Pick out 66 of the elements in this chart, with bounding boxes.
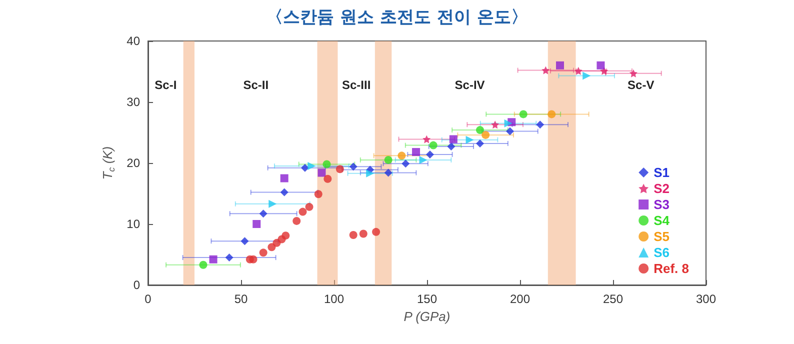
point (240, 237, 249, 246)
annotation: Sc-II (243, 78, 269, 92)
y-axis-title: Tc (K) (100, 146, 116, 180)
point (519, 110, 528, 118)
legend-label: S2 (654, 181, 670, 196)
point (384, 156, 392, 164)
point (422, 135, 431, 144)
point (280, 174, 288, 182)
point (419, 156, 428, 164)
y-tick-label: 30 (126, 95, 140, 109)
point (259, 248, 268, 257)
x-tick-label: 200 (510, 292, 530, 306)
point (249, 255, 258, 264)
y-tick-label: 0 (133, 278, 140, 292)
x-tick-label: 50 (234, 292, 248, 306)
x-tick-label: 150 (416, 292, 438, 306)
point (582, 72, 591, 80)
legend-label: S6 (654, 245, 670, 260)
y-tick-label: 40 (126, 34, 140, 48)
point (366, 169, 374, 178)
point (359, 230, 368, 238)
point (596, 61, 605, 70)
legend-label: S1 (654, 165, 670, 180)
point (300, 164, 309, 172)
point (372, 228, 380, 236)
x-tick-label: 250 (602, 292, 624, 306)
point (209, 255, 218, 264)
point (199, 260, 208, 269)
point (466, 136, 474, 144)
y-tick-label: 20 (126, 156, 140, 170)
point (268, 200, 277, 208)
point (398, 152, 406, 160)
x-tick-label: 100 (324, 292, 344, 306)
point (318, 168, 326, 177)
point (412, 148, 420, 156)
point (482, 130, 490, 139)
legend-label: S4 (654, 213, 670, 228)
annotation: Sc-V (628, 78, 654, 92)
point (447, 142, 456, 151)
point (308, 162, 316, 170)
annotation: Sc-III (342, 78, 371, 92)
point (476, 139, 484, 148)
x-tick-label: 0 (144, 292, 152, 306)
annotation: Sc-I (154, 78, 177, 92)
point (491, 120, 500, 129)
point (548, 110, 556, 118)
point (259, 210, 268, 218)
x-tick-label: 300 (696, 292, 716, 306)
point (280, 188, 288, 196)
point (282, 232, 290, 240)
y-tick-label: 10 (126, 217, 140, 231)
point (268, 243, 276, 252)
chart-title: 〈스칸듐 원소 초전도 전이 온도〉 (266, 8, 528, 28)
legend-label: S5 (654, 229, 670, 244)
annotation: Sc-IV (454, 78, 485, 92)
point (252, 220, 261, 228)
point (324, 174, 332, 183)
point (402, 160, 410, 168)
x-axis-title: P (GPa) (404, 308, 450, 324)
legend-label: S3 (654, 197, 670, 212)
point (556, 61, 564, 70)
legend-label: Ref. 8 (654, 261, 690, 276)
point (292, 216, 301, 225)
point (225, 254, 234, 262)
point (349, 230, 358, 239)
point (298, 208, 307, 216)
